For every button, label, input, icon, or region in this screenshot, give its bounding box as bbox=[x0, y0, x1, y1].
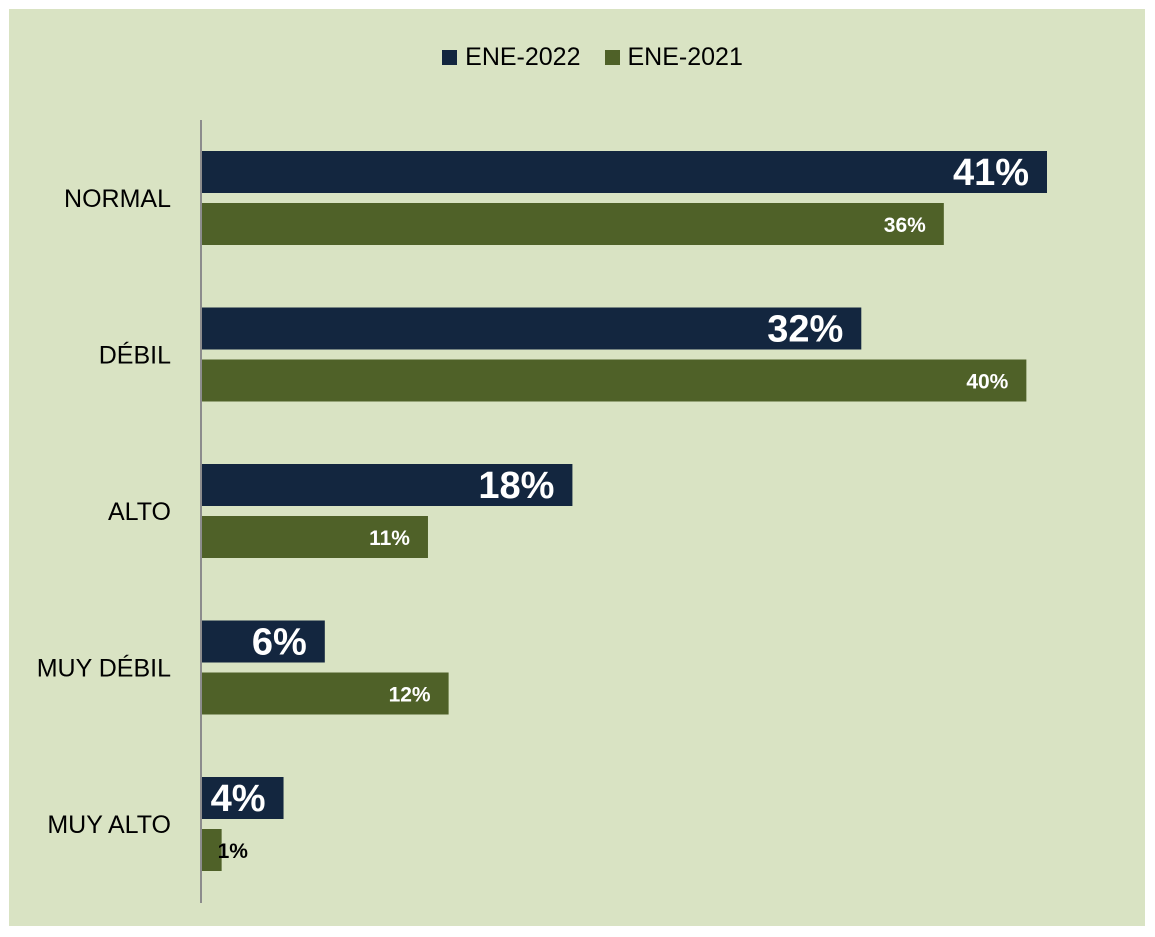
bar-ene-2022-muy-d-bil bbox=[201, 620, 325, 663]
bar-ene-2022-normal bbox=[201, 151, 1047, 193]
data-label-ene-2021-d-bil: 40% bbox=[966, 371, 1008, 394]
data-label-ene-2021-normal: 36% bbox=[884, 214, 926, 237]
legend: ENE-2022 ENE-2021 bbox=[15, 39, 1155, 75]
bar-ene-2022-alto bbox=[201, 464, 573, 506]
bar-ene-2021-alto bbox=[201, 516, 428, 558]
category-label-alto: ALTO bbox=[108, 498, 171, 526]
legend-item-ene-2022: ENE-2022 bbox=[442, 42, 581, 72]
legend-swatch-ene-2021 bbox=[604, 49, 620, 65]
data-label-ene-2022-muy-alto: 4% bbox=[211, 778, 266, 820]
bar-ene-2022-d-bil bbox=[201, 307, 862, 350]
legend-swatch-ene-2022 bbox=[442, 49, 458, 65]
bar-ene-2021-muy-alto bbox=[201, 829, 222, 871]
legend-label-ene-2021: ENE-2021 bbox=[627, 42, 743, 71]
legend-label-ene-2022: ENE-2022 bbox=[465, 42, 581, 71]
bar-ene-2022-muy-alto bbox=[201, 777, 284, 819]
bar-ene-2021-d-bil bbox=[201, 359, 1027, 402]
data-label-ene-2021-alto: 11% bbox=[369, 527, 410, 550]
data-label-ene-2022-muy-d-bil: 6% bbox=[252, 622, 307, 664]
bar-ene-2021-muy-d-bil bbox=[201, 672, 449, 715]
category-label-muy-d-bil: MUY DÉBIL bbox=[37, 654, 171, 683]
category-label-normal: NORMAL bbox=[64, 185, 171, 213]
legend-item-ene-2021: ENE-2021 bbox=[604, 42, 743, 72]
data-label-ene-2021-muy-alto: 1% bbox=[218, 840, 249, 863]
data-label-ene-2021-muy-d-bil: 12% bbox=[389, 684, 431, 707]
category-label-d-bil: DÉBIL bbox=[99, 341, 171, 370]
bar-ene-2021-normal bbox=[201, 203, 944, 245]
data-label-ene-2022-d-bil: 32% bbox=[767, 309, 843, 351]
category-label-muy-alto: MUY ALTO bbox=[47, 811, 171, 839]
data-label-ene-2022-alto: 18% bbox=[478, 465, 554, 507]
data-label-ene-2022-normal: 41% bbox=[953, 152, 1029, 194]
